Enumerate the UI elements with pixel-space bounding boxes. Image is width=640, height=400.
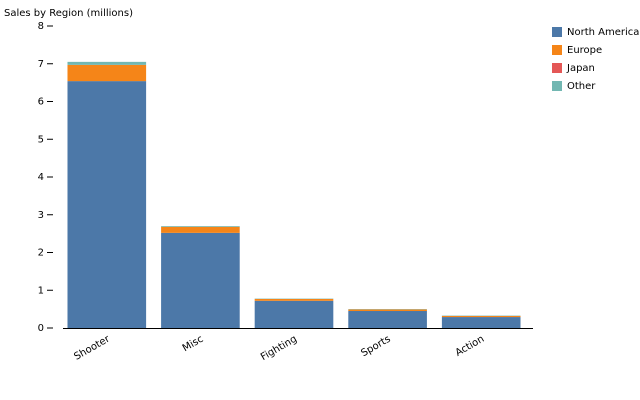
y-tick-label: 6 xyxy=(38,97,44,108)
y-tick-label: 3 xyxy=(38,210,44,221)
y-tick-label: 4 xyxy=(38,172,44,183)
legend-swatch xyxy=(552,45,562,55)
legend-label: Japan xyxy=(566,63,595,74)
bar-segment xyxy=(67,81,147,329)
y-tick-label: 1 xyxy=(38,285,44,296)
legend-label: Europe xyxy=(567,45,602,56)
y-tick-label: 5 xyxy=(38,134,44,145)
y-tick-label: 2 xyxy=(38,248,44,259)
bar-segment xyxy=(161,226,240,233)
x-tick-label: Sports xyxy=(359,334,392,360)
chart-title: Sales by Region (millions) xyxy=(4,8,133,19)
y-tick-label: 7 xyxy=(38,59,44,70)
legend-swatch xyxy=(552,81,562,91)
bar-segment xyxy=(441,315,521,318)
legend-label: North America xyxy=(567,27,639,38)
x-tick-label: Shooter xyxy=(72,333,112,363)
bar-segment xyxy=(67,64,147,82)
bar-segment xyxy=(161,226,240,227)
bar-segment xyxy=(348,309,427,312)
y-tick-label: 8 xyxy=(38,21,44,32)
bar-segment xyxy=(348,311,427,328)
bar-segment xyxy=(254,300,334,328)
bar-segment xyxy=(254,298,334,301)
legend-swatch xyxy=(552,63,562,73)
bar-segment xyxy=(441,317,521,328)
x-tick-label: Misc xyxy=(181,334,206,355)
bar-segment xyxy=(67,61,147,65)
bar-segment xyxy=(161,232,240,328)
x-tick-label: Fighting xyxy=(259,334,299,363)
legend-swatch xyxy=(552,27,562,37)
legend-label: Other xyxy=(567,81,596,92)
y-tick-label: 0 xyxy=(38,323,44,334)
x-tick-label: Action xyxy=(454,334,487,359)
